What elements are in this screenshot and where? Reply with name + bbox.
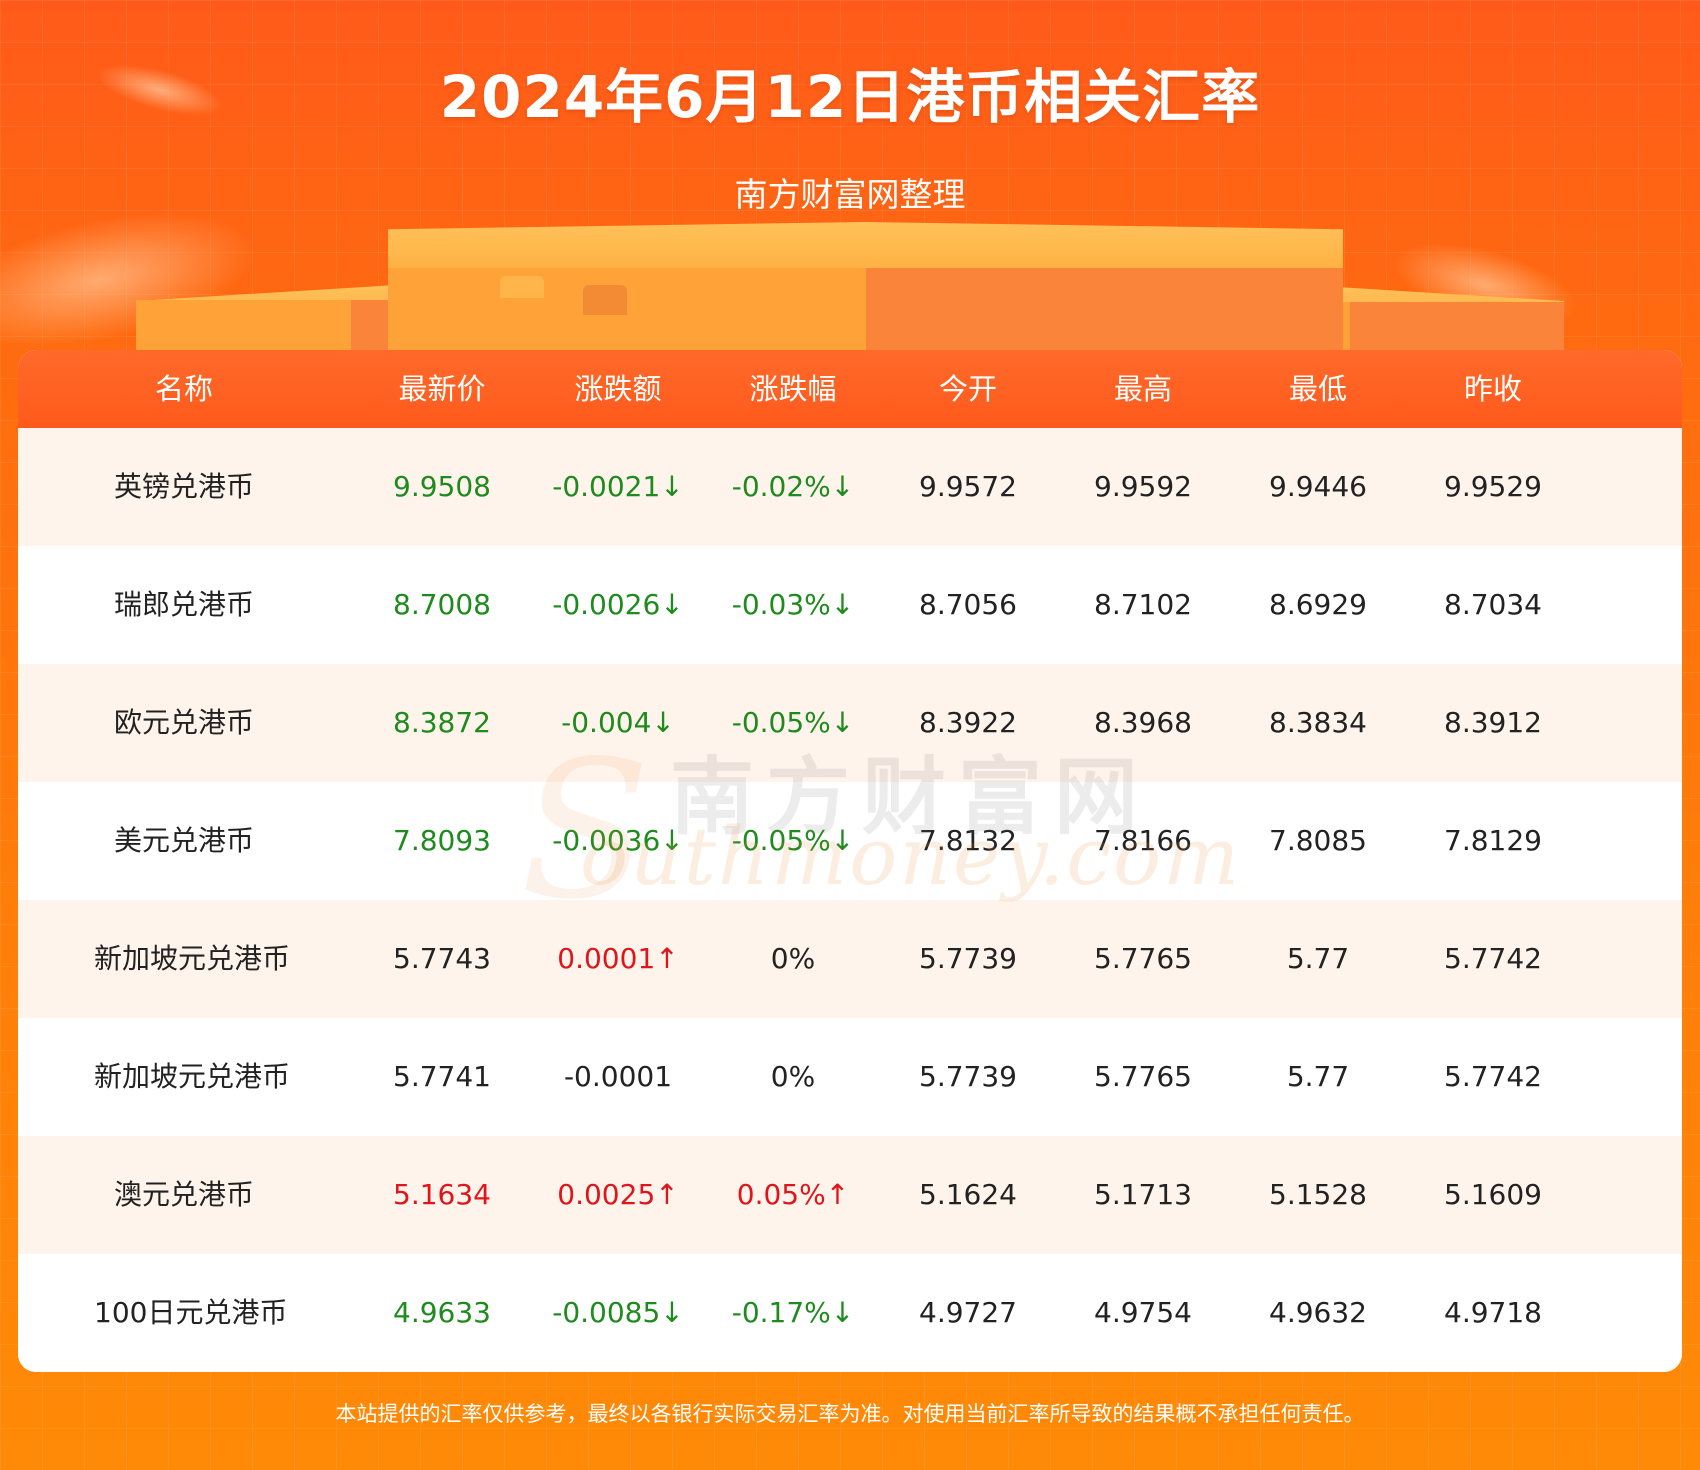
table-row: 美元兑港币 7.8093 -0.0036↓ -0.05%↓ 7.8132 7.8166 7.… [18,782,1682,900]
table-header: 名称 最新价 涨跌额 涨跌幅 今开 最高 最低 昨收 [18,350,1682,428]
table-cell-prev-close: 7.8129 [1444,824,1542,857]
table-header-col-high: 最高 [1113,372,1172,406]
table-row: 澳元兑港币 5.1634 0.0025↑ 0.05%↑ 5.1624 5.1713 5.15… [18,1136,1682,1254]
table-cell-high: 4.9754 [1094,1296,1192,1329]
table-cell-open: 5.7739 [919,942,1017,975]
table-cell-high: 8.7102 [1094,588,1192,621]
table-cell-name: 新加坡元兑港币 [94,942,291,975]
table-cell-open: 5.1624 [919,1178,1017,1211]
table-cell-name: 瑞郎兑港币 [113,588,254,621]
table-cell-low: 8.6929 [1269,588,1367,621]
table-cell-prev-close: 8.7034 [1444,588,1542,621]
table-cell-low: 4.9632 [1269,1296,1367,1329]
table-cell-prev-close: 5.1609 [1444,1178,1542,1211]
table-cell-prev-close: 5.7742 [1444,942,1542,975]
table-cell-change-pct: 0% [770,942,816,975]
table-cell-low: 5.1528 [1269,1178,1367,1211]
table-cell-change: 0.0025↑ [557,1178,679,1211]
table-cell-name: 新加坡元兑港币 [94,1060,291,1093]
table-cell-change-pct: -0.05%↓ [731,706,855,739]
table-cell-low: 7.8085 [1269,824,1367,857]
table-cell-change-pct: -0.02%↓ [731,470,855,503]
table-cell-latest: 7.8093 [393,824,491,857]
table-header-col-open: 今开 [938,372,997,406]
table-cell-change-pct: -0.17%↓ [731,1296,855,1329]
stage-decoration [866,268,1343,350]
table-cell-latest: 4.9633 [393,1296,491,1329]
table-cell-latest: 9.9508 [393,470,491,503]
table-header-col-low: 最低 [1288,372,1347,406]
table-cell-low: 9.9446 [1269,470,1367,503]
stage-decoration [1350,302,1564,350]
table-cell-low: 8.3834 [1269,706,1367,739]
table-cell-high: 5.1713 [1094,1178,1192,1211]
table-cell-name: 100日元兑港币 [94,1296,288,1329]
table-header-col-name: 名称 [154,372,213,406]
table-row: 英镑兑港币 9.9508 -0.0021↓ -0.02%↓ 9.9572 9.9592 9.… [18,428,1682,546]
stage-decoration [500,276,544,298]
footer-disclaimer: 本站提供的汇率仅供参考，最终以各银行实际交易汇率为准。对使用当前汇率所导致的结果… [335,1402,1365,1426]
table-cell-high: 8.3968 [1094,706,1192,739]
table-header-col-change: 涨跌额 [574,372,662,406]
table-cell-change: -0.0026↓ [552,588,684,621]
table-cell-latest: 8.3872 [393,706,491,739]
table-row: 100日元兑港币 4.9633 -0.0085↓ -0.17%↓ 4.9727 4.975… [18,1254,1682,1372]
stage-decoration [388,268,866,350]
table-cell-open: 5.7739 [919,1060,1017,1093]
table-cell-latest: 5.7743 [393,942,491,975]
page-subtitle: 南方财富网整理 [734,175,966,214]
table-cell-open: 7.8132 [919,824,1017,857]
table-header-col-latest: 最新价 [398,372,486,406]
table-cell-prev-close: 8.3912 [1444,706,1542,739]
table-cell-low: 5.77 [1286,1060,1350,1093]
table-cell-prev-close: 4.9718 [1444,1296,1542,1329]
table-row: 欧元兑港币 8.3872 -0.004↓ -0.05%↓ 8.3922 8.3968 8.3… [18,664,1682,782]
table-cell-high: 9.9592 [1094,470,1192,503]
table-cell-open: 8.7056 [919,588,1017,621]
table-cell-prev-close: 5.7742 [1444,1060,1542,1093]
table-cell-change: -0.0036↓ [552,824,684,857]
table-cell-change: -0.0021↓ [552,470,684,503]
table-cell-change-pct: -0.03%↓ [731,588,855,621]
table-cell-high: 7.8166 [1094,824,1192,857]
table-header-col-change-pct: 涨跌幅 [749,372,837,406]
page-title: 2024年6月12日港币相关汇率 [439,63,1261,131]
table-cell-open: 8.3922 [919,706,1017,739]
table-cell-high: 5.7765 [1094,942,1192,975]
table-cell-prev-close: 9.9529 [1444,470,1542,503]
table-cell-latest: 8.7008 [393,588,491,621]
table-cell-change-pct: 0.05%↑ [736,1178,850,1211]
table-cell-latest: 5.1634 [393,1178,491,1211]
table-cell-change-pct: -0.05%↓ [731,824,855,857]
table-cell-change: -0.0085↓ [552,1296,684,1329]
table-row: 新加坡元兑港币 5.7741 -0.0001 0% 5.7739 5.7765 5.77 5.… [18,1018,1682,1136]
table-cell-low: 5.77 [1286,942,1350,975]
table-cell-change: -0.0001 [563,1060,673,1093]
table-cell-change: 0.0001↑ [557,942,679,975]
table-cell-name: 澳元兑港币 [113,1178,254,1211]
table-cell-change-pct: 0% [770,1060,816,1093]
table-cell-name: 英镑兑港币 [113,470,254,503]
rates-table-card: 名称 最新价 涨跌额 涨跌幅 今开 最高 最低 昨收 英镑兑港币 9.9508 -0.0021↓ -… [18,350,1682,1372]
table-row: 瑞郎兑港币 8.7008 -0.0026↓ -0.03%↓ 8.7056 8.7102 8.… [18,546,1682,664]
table-cell-open: 4.9727 [919,1296,1017,1329]
table-header-col-prev-close: 昨收 [1463,372,1522,406]
table-cell-change: -0.004↓ [561,706,675,739]
table-cell-latest: 5.7741 [393,1060,491,1093]
table-cell-high: 5.7765 [1094,1060,1192,1093]
stage-decoration [136,300,351,350]
table-cell-open: 9.9572 [919,470,1017,503]
table-cell-name: 美元兑港币 [113,824,254,857]
table-row: 新加坡元兑港币 5.7743 0.0001↑ 0% 5.7739 5.7765 5.77 5.… [18,900,1682,1018]
table-cell-name: 欧元兑港币 [113,706,254,739]
stage-decoration [583,285,627,315]
